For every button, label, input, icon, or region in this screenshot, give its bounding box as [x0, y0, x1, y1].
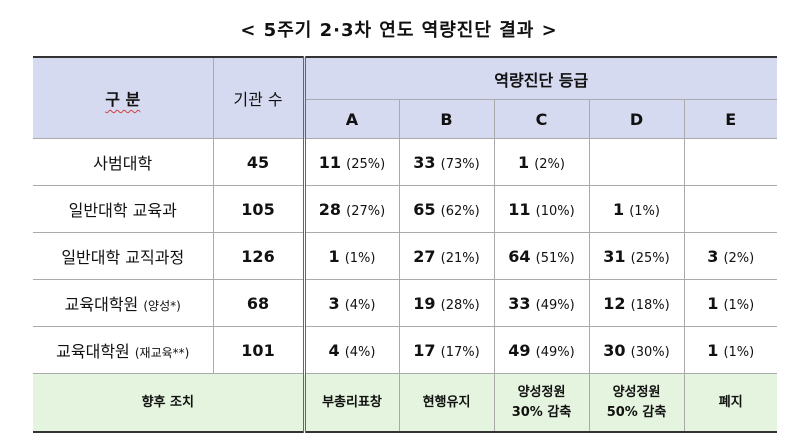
row-category: 교육대학원 (양성*): [33, 279, 214, 327]
grade-cell: 3 (4%): [304, 279, 400, 327]
action-cell-e: 폐지: [684, 373, 777, 433]
grade-cell: 1 (1%): [589, 185, 685, 233]
grade-cell: 3 (2%): [684, 232, 777, 280]
grade-cell: 4 (4%): [304, 326, 400, 374]
action-cell-a: 부총리표창: [304, 373, 400, 433]
header-category: 구 분: [33, 57, 214, 139]
row-category: 교육대학원 (재교육**): [33, 326, 214, 374]
grade-cell: [589, 138, 685, 186]
grade-cell: 19 (28%): [399, 279, 495, 327]
row-category: 일반대학 교직과정: [33, 232, 214, 280]
row-category: 일반대학 교육과: [33, 185, 214, 233]
grade-cell: 1 (1%): [304, 232, 400, 280]
grade-cell: 49 (49%): [494, 326, 590, 374]
action-cell-b: 현행유지: [399, 373, 495, 433]
page-title: < 5주기 2·3차 연도 역량진단 결과 >: [240, 20, 558, 41]
grade-cell: 65 (62%): [399, 185, 495, 233]
action-row: 향후 조치 부총리표창 현행유지 양성정원 30% 감축 양성정원 50% 감축 폐…: [33, 373, 777, 433]
table-row: 교육대학원 (재교육**) 101 4 (4%) 17 (17%) 49 (49%) 30…: [33, 326, 777, 374]
grade-cell: 27 (21%): [399, 232, 495, 280]
action-label: 향후 조치: [33, 373, 306, 433]
action-cell-c: 양성정원 30% 감축: [494, 373, 590, 433]
table-row: 교육대학원 (양성*) 68 3 (4%) 19 (28%) 33 (49%) 12 (1…: [33, 279, 777, 327]
row-category: 사범대학: [33, 138, 214, 186]
action-cell-d: 양성정원 50% 감축: [589, 373, 685, 433]
grade-cell: 31 (25%): [589, 232, 685, 280]
header-grade-c: C: [494, 99, 590, 139]
grade-cell: 64 (51%): [494, 232, 590, 280]
grade-cell: 11 (25%): [304, 138, 400, 186]
table-row: 일반대학 교직과정 126 1 (1%) 27 (21%) 64 (51%) 31 (25…: [33, 232, 777, 280]
row-count: 105: [213, 185, 306, 233]
grade-cell: 11 (10%): [494, 185, 590, 233]
grade-cell: 1 (1%): [684, 279, 777, 327]
grade-cell: 12 (18%): [589, 279, 685, 327]
header-grade-group: 역량진단 등급: [304, 57, 777, 100]
results-table: 구 분 기관 수 역량진단 등급 A B C D E 사범대학 45 11 (25%…: [33, 56, 777, 433]
row-count: 45: [213, 138, 306, 186]
row-count: 101: [213, 326, 306, 374]
header-grade-a: A: [304, 99, 400, 139]
header-count: 기관 수: [213, 57, 306, 139]
grade-cell: 33 (73%): [399, 138, 495, 186]
header-grade-e: E: [684, 99, 777, 139]
grade-cell: 28 (27%): [304, 185, 400, 233]
grade-cell: 1 (2%): [494, 138, 590, 186]
grade-cell: 33 (49%): [494, 279, 590, 327]
table-row: 일반대학 교육과 105 28 (27%) 65 (62%) 11 (10%) 1 (1%…: [33, 185, 777, 233]
grade-cell: 1 (1%): [684, 326, 777, 374]
grade-cell: 30 (30%): [589, 326, 685, 374]
table-row: 사범대학 45 11 (25%) 33 (73%) 1 (2%): [33, 138, 777, 186]
grade-cell: [684, 185, 777, 233]
header-grade-d: D: [589, 99, 685, 139]
grade-cell: [684, 138, 777, 186]
row-count: 68: [213, 279, 306, 327]
header-grade-b: B: [399, 99, 495, 139]
grade-cell: 17 (17%): [399, 326, 495, 374]
row-count: 126: [213, 232, 306, 280]
